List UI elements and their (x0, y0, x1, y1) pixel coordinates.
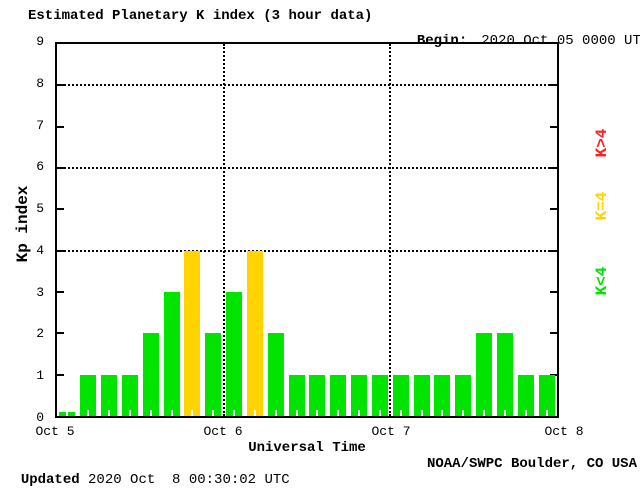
y-tick-label: 6 (36, 159, 44, 175)
bar-tick-notch (253, 410, 256, 416)
bar-tick-notch (87, 410, 90, 416)
gridline-kp-4 (57, 249, 557, 252)
bar-tick-notch (337, 410, 340, 416)
bar-tick-notch (503, 410, 506, 416)
y-tick-left (57, 208, 64, 211)
gridline-kp-8 (57, 84, 557, 87)
kp-bar (496, 333, 513, 416)
day-boundary-oct-7 (389, 44, 392, 416)
kp-bar (267, 333, 284, 416)
bar-tick-notch (378, 410, 381, 416)
y-tick-label: 0 (36, 410, 44, 425)
y-tick-label: 1 (36, 368, 44, 384)
y-tick-label: 9 (36, 34, 44, 49)
y-tick-label: 2 (36, 326, 44, 342)
y-tick-label: 5 (36, 201, 44, 217)
kp-bar (163, 292, 180, 416)
bar-tick-notch (170, 410, 173, 416)
kp-bar (101, 374, 118, 416)
bar-tick-notch (316, 410, 319, 416)
plot-area (55, 42, 559, 418)
bar-tick-notch (233, 410, 236, 416)
kp-bar (142, 333, 159, 416)
kp-bar (371, 374, 388, 416)
bar-tick-notch (441, 410, 444, 416)
kp-bar (330, 374, 347, 416)
y-tick-right (550, 249, 557, 252)
begin-label: Begin: (416, 33, 468, 49)
updated-value: 2020 Oct 8 00:30:02 UTC (88, 472, 290, 488)
y-tick-right (550, 208, 557, 211)
chart-title: Estimated Planetary K index (3 hour data… (28, 8, 373, 24)
bar-tick-notch (399, 410, 402, 416)
kp-bar (184, 250, 201, 416)
kp-bar (226, 292, 243, 416)
bar-tick-notch (545, 410, 548, 416)
kp-bar (309, 374, 326, 416)
y-tick-right (550, 291, 557, 293)
y-tick-left (57, 84, 64, 87)
kp-bar (80, 374, 97, 416)
y-tick-left (57, 125, 64, 128)
bar-tick-notch (66, 410, 69, 416)
kp-bar (246, 250, 263, 416)
kp-bar (413, 374, 430, 416)
bar-tick-notch (149, 410, 152, 416)
begin-time: Begin: 2020 Oct 05 0000 UTC (400, 17, 640, 49)
x-tick-label: Oct 7 (371, 424, 411, 439)
kp-bar (517, 374, 534, 416)
source-attribution: NOAA/SWPC Boulder, CO USA (426, 456, 637, 472)
kp-bar (455, 374, 472, 416)
bar-tick-notch (358, 410, 361, 416)
kp-bar (121, 374, 138, 416)
bar-tick-notch (274, 410, 277, 416)
day-boundary-oct-6 (222, 44, 225, 416)
bar-tick-notch (483, 410, 486, 416)
kp-bar (392, 374, 409, 416)
y-tick-left (57, 291, 64, 293)
kp-bar (476, 333, 493, 416)
kp-bar (351, 374, 368, 416)
y-tick-left (57, 167, 64, 169)
y-tick-label: 4 (36, 242, 44, 258)
y-tick-right (550, 125, 557, 128)
kp-bar (288, 374, 305, 416)
y-tick-label: 3 (36, 284, 44, 300)
kp-bar (538, 374, 555, 416)
y-tick-label: 7 (36, 117, 44, 133)
bar-tick-notch (524, 410, 527, 416)
legend-k-eq-4: K=4 (593, 191, 611, 221)
updated-label: Updated (20, 472, 80, 488)
x-tick-label: Oct 8 (544, 424, 584, 439)
bar-tick-notch (108, 410, 111, 416)
updated-timestamp: Updated 2020 Oct 8 00:30:02 UTC (4, 456, 290, 488)
bar-tick-notch (212, 410, 215, 416)
bar-tick-notch (462, 410, 465, 416)
kp-bar (59, 410, 76, 416)
y-tick-left (57, 249, 64, 252)
gridline-kp-6 (57, 167, 557, 169)
y-tick-right (550, 84, 557, 87)
kp-bar (205, 333, 222, 416)
bar-tick-notch (191, 410, 194, 416)
bar-tick-notch (295, 410, 298, 416)
legend-k-lt-4: K<4 (593, 266, 611, 296)
y-tick-label: 8 (36, 75, 44, 91)
bar-tick-notch (420, 410, 423, 416)
kp-bar (434, 374, 451, 416)
y-axis-tick-labels: 0 1 2 3 4 5 6 7 8 9 (0, 34, 48, 425)
legend-k-gt-4: K>4 (593, 128, 611, 158)
begin-value: 2020 Oct 05 0000 UTC (481, 33, 640, 49)
y-tick-right (550, 373, 557, 376)
y-tick-right (550, 332, 557, 335)
y-tick-right (550, 167, 557, 169)
y-tick-left (57, 332, 64, 335)
x-tick-label: Oct 6 (203, 424, 243, 439)
x-tick-label: Oct 5 (35, 424, 75, 439)
x-axis-title: Universal Time (248, 440, 366, 456)
y-tick-left (57, 373, 64, 376)
bar-tick-notch (128, 410, 131, 416)
